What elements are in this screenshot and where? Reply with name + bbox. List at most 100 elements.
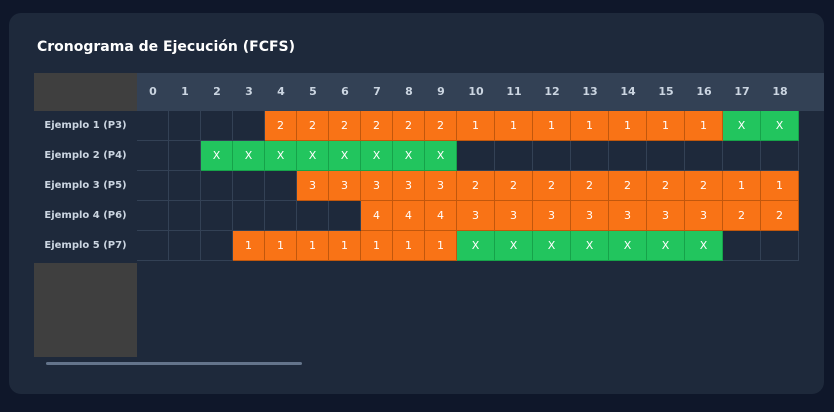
schedule-cell — [265, 171, 297, 201]
schedule-cell: X — [329, 141, 361, 171]
schedule-cell: 3 — [533, 201, 571, 231]
schedule-cell: 2 — [393, 111, 425, 141]
schedule-cell — [201, 231, 233, 261]
row-label: Ejemplo 4 (P6) — [44, 210, 127, 221]
column-header: 10 — [468, 85, 484, 98]
schedule-cell: X — [533, 231, 571, 261]
grid-header — [137, 73, 824, 111]
schedule-cell — [137, 171, 169, 201]
schedule-cell: 2 — [723, 201, 761, 231]
schedule-cell: X — [609, 231, 647, 261]
schedule-cell: 4 — [425, 201, 457, 231]
schedule-cell: 1 — [457, 111, 495, 141]
schedule-cell — [201, 111, 233, 141]
schedule-cell: X — [647, 231, 685, 261]
horizontal-scrollbar[interactable] — [46, 362, 302, 365]
schedule-cell — [169, 201, 201, 231]
schedule-cell: 2 — [647, 171, 685, 201]
schedule-cell: 1 — [297, 231, 329, 261]
schedule-cell: X — [297, 141, 329, 171]
schedule-cell: 2 — [761, 201, 799, 231]
schedule-cell — [609, 141, 647, 171]
schedule-cell: 1 — [723, 171, 761, 201]
schedule-cell — [201, 171, 233, 201]
schedule-cell: 1 — [495, 111, 533, 141]
schedule-cell: X — [265, 141, 297, 171]
schedule-cell: 4 — [393, 201, 425, 231]
schedule-cell: 3 — [393, 171, 425, 201]
schedule-cell — [137, 141, 169, 171]
schedule-cell: X — [495, 231, 533, 261]
row-label: Ejemplo 3 (P5) — [44, 180, 127, 191]
schedule-cell: 2 — [457, 171, 495, 201]
schedule-cell — [169, 111, 201, 141]
column-header: 8 — [405, 85, 413, 98]
schedule-cell — [233, 111, 265, 141]
grid-corner-bottom — [34, 263, 137, 357]
schedule-cell: 3 — [609, 201, 647, 231]
column-header: 0 — [149, 85, 157, 98]
schedule-cell: 1 — [425, 231, 457, 261]
schedule-cell — [297, 201, 329, 231]
row-label: Ejemplo 2 (P4) — [44, 150, 127, 161]
column-header: 11 — [506, 85, 522, 98]
schedule-cell: X — [571, 231, 609, 261]
row-label: Ejemplo 5 (P7) — [44, 240, 127, 251]
schedule-cell: 2 — [609, 171, 647, 201]
schedule-cell: 2 — [495, 171, 533, 201]
schedule-cell — [169, 141, 201, 171]
column-header: 14 — [620, 85, 636, 98]
schedule-cell: 1 — [609, 111, 647, 141]
column-header: 17 — [734, 85, 750, 98]
schedule-cell — [533, 141, 571, 171]
schedule-cell — [233, 171, 265, 201]
schedule-cell: 1 — [571, 111, 609, 141]
schedule-cell — [647, 141, 685, 171]
schedule-cell: 2 — [361, 111, 393, 141]
column-header: 12 — [544, 85, 560, 98]
schedule-cell — [265, 201, 297, 231]
schedule-cell: 2 — [685, 171, 723, 201]
schedule-cell — [137, 201, 169, 231]
schedule-cell: X — [425, 141, 457, 171]
schedule-cell: 2 — [533, 171, 571, 201]
schedule-cell: 1 — [265, 231, 297, 261]
column-header: 7 — [373, 85, 381, 98]
schedule-cell: X — [761, 111, 799, 141]
schedule-cell: 1 — [761, 171, 799, 201]
column-header: 6 — [341, 85, 349, 98]
schedule-cell: 3 — [329, 171, 361, 201]
schedule-cell: 2 — [265, 111, 297, 141]
grid-corner — [34, 73, 137, 111]
schedule-cell: 1 — [685, 111, 723, 141]
schedule-cell: 2 — [297, 111, 329, 141]
column-header: 5 — [309, 85, 317, 98]
schedule-cell — [137, 231, 169, 261]
schedule-cell: X — [201, 141, 233, 171]
schedule-cell: 2 — [571, 171, 609, 201]
schedule-cell — [685, 141, 723, 171]
schedule-cell: 3 — [495, 201, 533, 231]
schedule-cell: 2 — [329, 111, 361, 141]
schedule-cell: X — [233, 141, 265, 171]
schedule-cell — [201, 201, 233, 231]
schedule-cell: 3 — [571, 201, 609, 231]
schedule-cell: 2 — [425, 111, 457, 141]
schedule-cell: 3 — [361, 171, 393, 201]
column-header: 18 — [772, 85, 788, 98]
schedule-cell: 1 — [233, 231, 265, 261]
schedule-cell: X — [457, 231, 495, 261]
schedule-cell: X — [723, 111, 761, 141]
schedule-cell — [571, 141, 609, 171]
schedule-cell: 3 — [685, 201, 723, 231]
schedule-cell: X — [361, 141, 393, 171]
schedule-cell: 3 — [297, 171, 329, 201]
schedule-cell: X — [393, 141, 425, 171]
schedule-cell: 1 — [393, 231, 425, 261]
schedule-cell: 1 — [361, 231, 393, 261]
schedule-cell: 1 — [329, 231, 361, 261]
schedule-cell: 1 — [647, 111, 685, 141]
schedule-cell — [495, 141, 533, 171]
schedule-cell — [761, 231, 799, 261]
